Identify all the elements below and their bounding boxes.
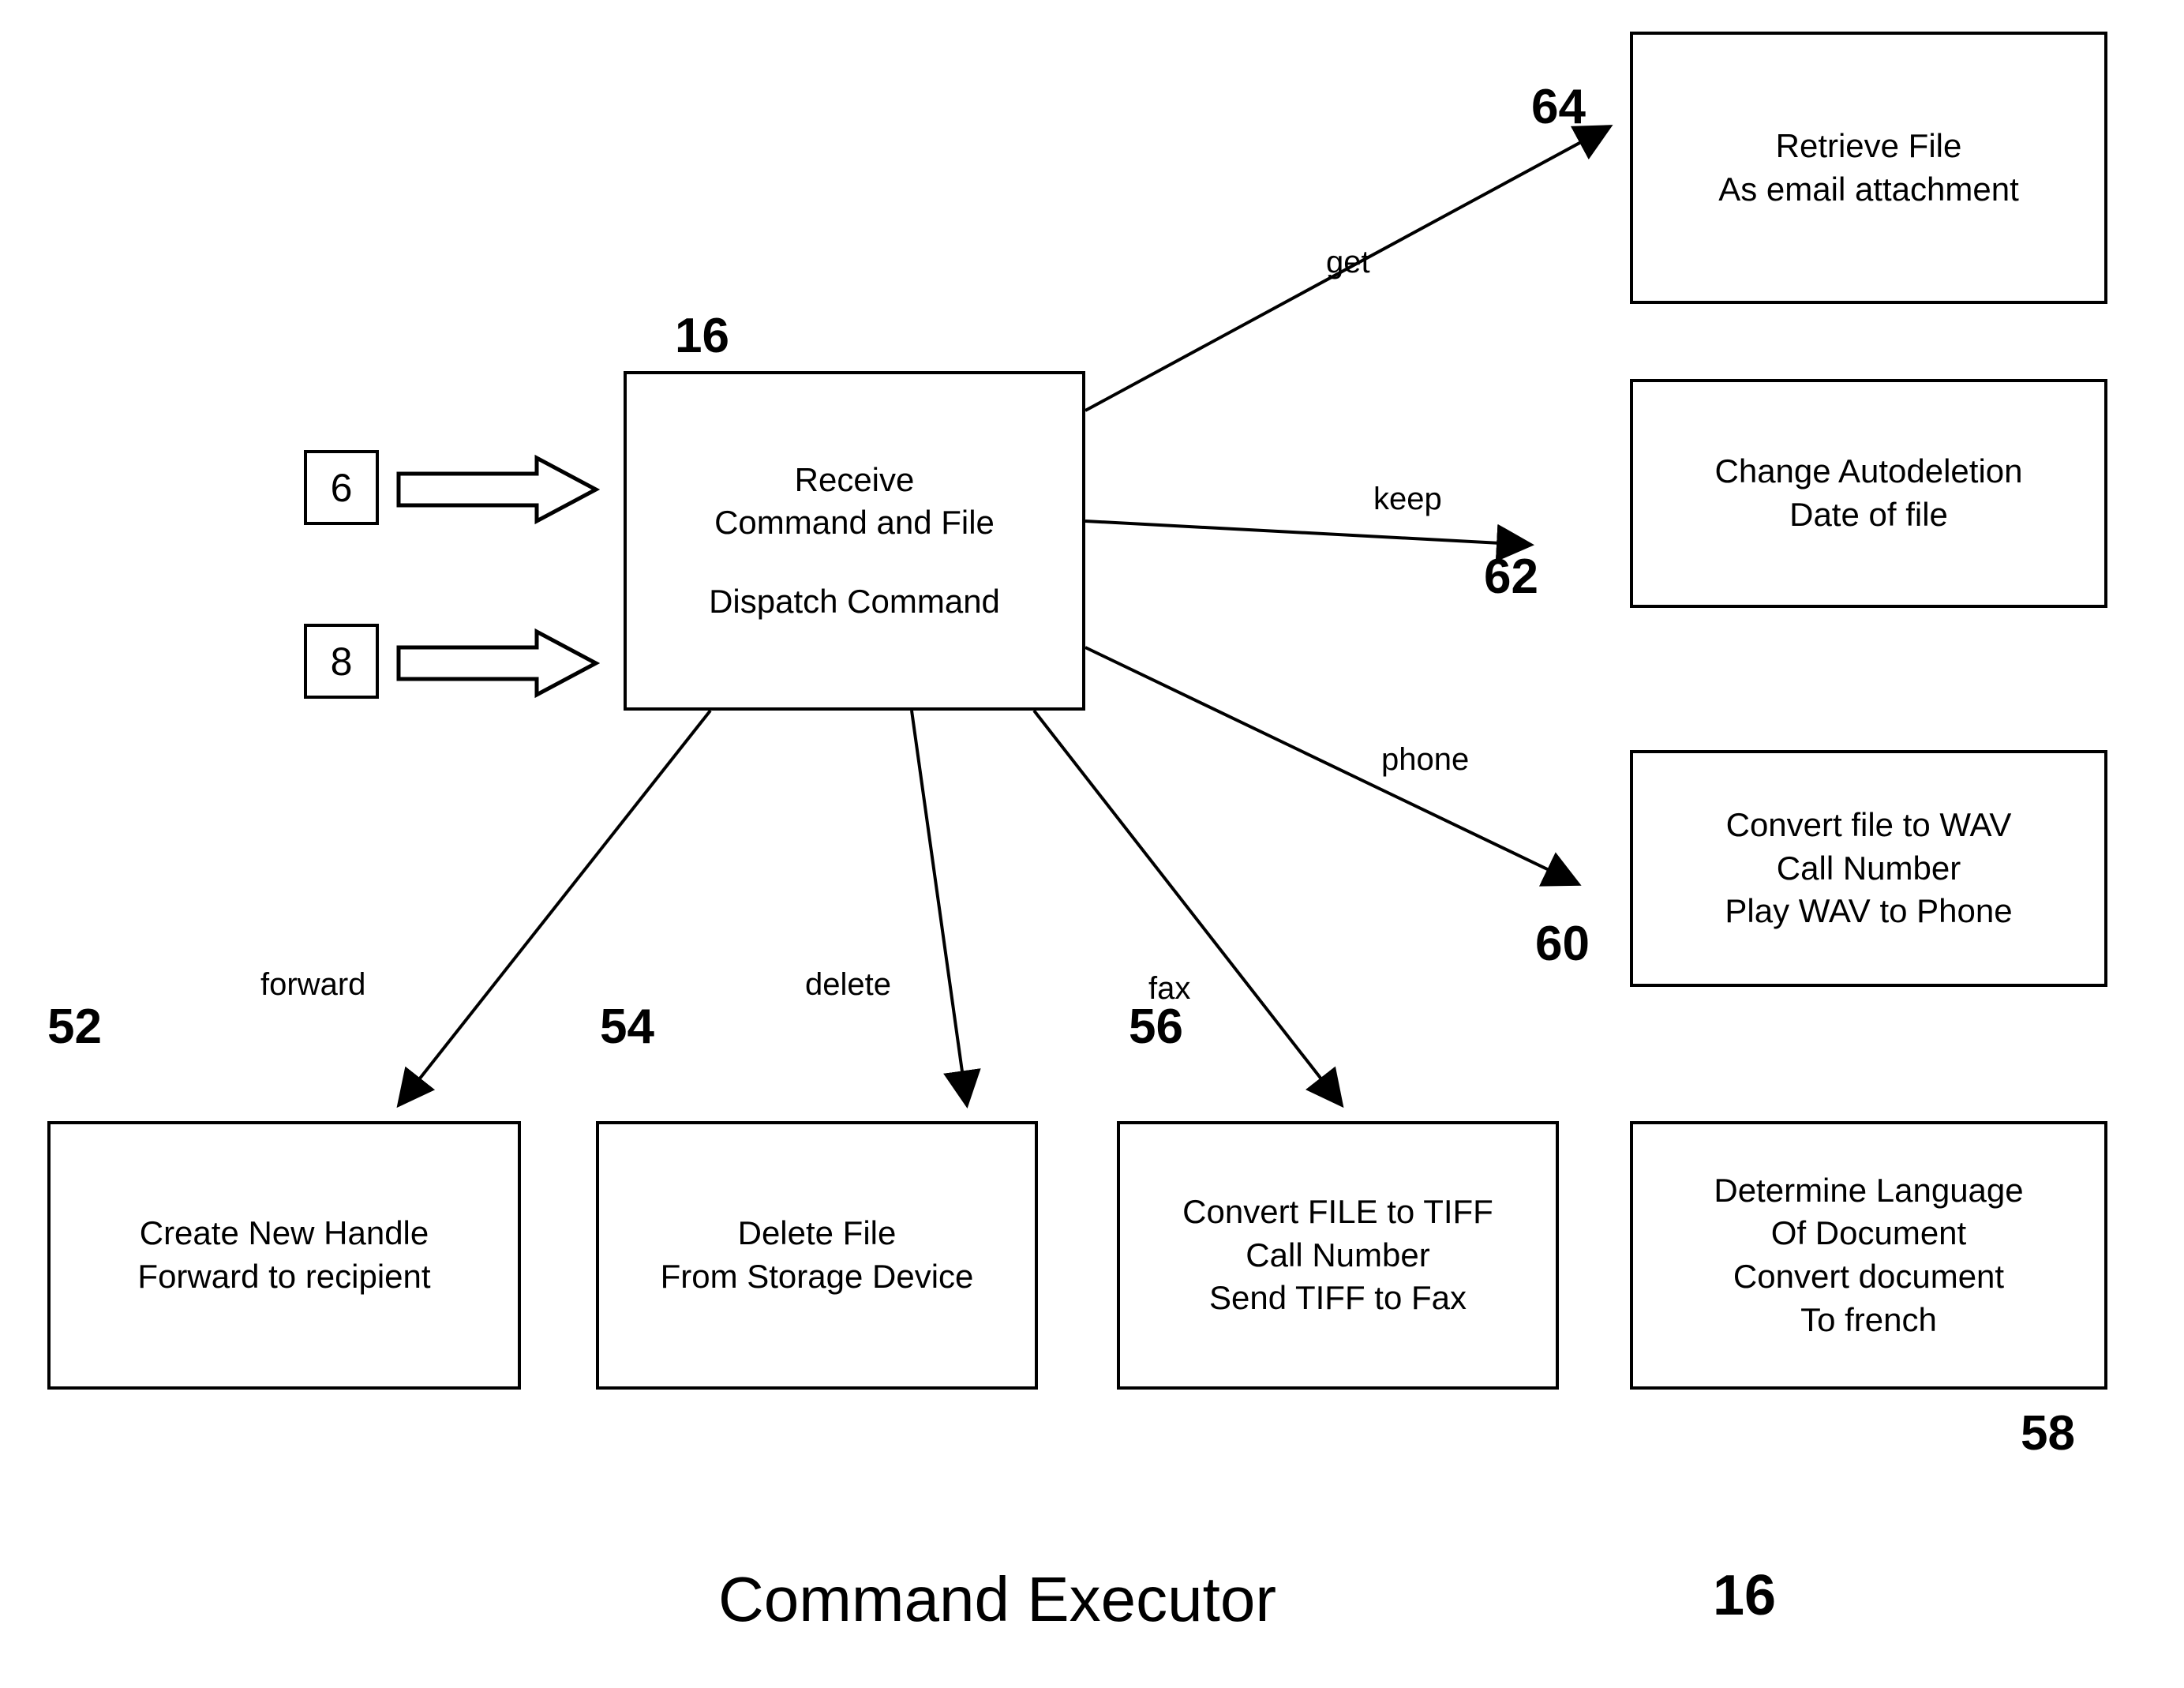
n60-l1: Convert file to WAV: [1726, 804, 2012, 847]
box-60: Convert file to WAV Call Number Play WAV…: [1630, 750, 2107, 987]
dispatch-l1: Receive: [795, 459, 915, 502]
n62-l2: Date of file: [1789, 493, 1948, 537]
n60-l2: Call Number: [1777, 847, 1961, 891]
ref-64: 64: [1531, 79, 1586, 135]
hollow-arrow-8: [395, 628, 600, 699]
ref-52: 52: [47, 999, 102, 1055]
n64-l1: Retrieve File: [1776, 125, 1962, 168]
dispatch-l4: Dispatch Command: [709, 580, 1000, 624]
box-62: Change Autodeletion Date of file: [1630, 379, 2107, 608]
input-8-text: 8: [331, 639, 353, 685]
dispatch-box: Receive Command and File Dispatch Comman…: [624, 371, 1085, 711]
dispatch-l2: Command and File: [714, 501, 995, 545]
n64-l2: As email attachment: [1718, 168, 2019, 212]
edge-label-delete: delete: [805, 967, 891, 1003]
n58-l1: Determine Language: [1714, 1169, 2023, 1213]
n54-l2: From Storage Device: [661, 1255, 974, 1299]
n60-l3: Play WAV to Phone: [1725, 890, 2012, 933]
edge-label-keep: keep: [1373, 482, 1442, 517]
n58-l3: Convert document: [1733, 1255, 2004, 1299]
diagram-title: Command Executor: [718, 1563, 1276, 1636]
ref-62: 62: [1484, 549, 1538, 605]
hollow-arrow-6: [395, 454, 600, 525]
n56-l2: Call Number: [1246, 1234, 1429, 1277]
box-56: Convert FILE to TIFF Call Number Send TI…: [1117, 1121, 1559, 1390]
n56-l3: Send TIFF to Fax: [1209, 1277, 1467, 1320]
edge-label-forward: forward: [260, 967, 365, 1003]
ref-16-dispatch: 16: [675, 308, 729, 364]
input-6-text: 6: [331, 465, 353, 511]
box-58: Determine Language Of Document Convert d…: [1630, 1121, 2107, 1390]
title-ref: 16: [1713, 1563, 1776, 1628]
n58-l4: To french: [1800, 1299, 1937, 1342]
input-box-8: 8: [304, 624, 379, 699]
n52-l1: Create New Handle: [140, 1212, 429, 1255]
ref-60: 60: [1535, 916, 1590, 972]
edge-label-fax: fax: [1148, 971, 1190, 1007]
ref-56: 56: [1129, 999, 1183, 1055]
n56-l1: Convert FILE to TIFF: [1182, 1191, 1493, 1234]
n58-l2: Of Document: [1771, 1212, 1966, 1255]
edge-label-get: get: [1326, 245, 1370, 280]
box-64: Retrieve File As email attachment: [1630, 32, 2107, 304]
n62-l1: Change Autodeletion: [1715, 450, 2023, 493]
input-box-6: 6: [304, 450, 379, 525]
box-52: Create New Handle Forward to recipient: [47, 1121, 521, 1390]
box-54: Delete File From Storage Device: [596, 1121, 1038, 1390]
n54-l1: Delete File: [738, 1212, 897, 1255]
ref-58: 58: [2021, 1405, 2075, 1461]
edge-label-phone: phone: [1381, 742, 1469, 778]
n52-l2: Forward to recipient: [137, 1255, 430, 1299]
ref-54: 54: [600, 999, 654, 1055]
